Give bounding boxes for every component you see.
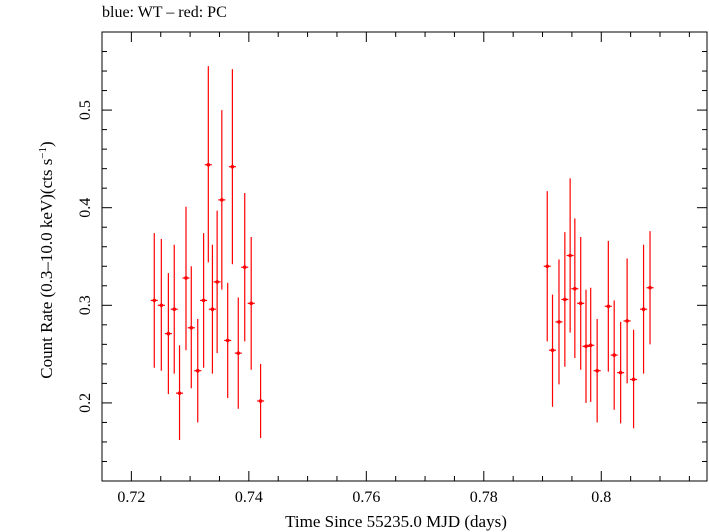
y-tick-label: 0.2 (77, 393, 94, 413)
plot-frame (101, 31, 708, 482)
point-marker (631, 377, 636, 382)
point-marker (578, 301, 583, 306)
x-tick-label: 0.78 (470, 489, 498, 506)
point-marker (557, 320, 561, 324)
y-axis-label-main: Count Rate (0.3–10.0 keV)(cts s (37, 159, 56, 379)
point-marker (172, 307, 177, 312)
point-marker (236, 351, 241, 355)
data-point (241, 193, 249, 342)
data-point (646, 231, 654, 345)
y-axis-label: Count Rate (0.3–10.0 keV)(cts s−1) (37, 141, 56, 378)
point-marker (220, 198, 224, 202)
data-point (157, 238, 165, 371)
point-marker (641, 307, 646, 312)
data-point (623, 258, 631, 384)
axis-tick-labels: 0.72 0.74 0.76 0.78 0.8 0.2 0.3 0.4 0.5 (77, 100, 611, 506)
data-point (150, 233, 158, 368)
data-point (617, 321, 625, 424)
data-point (543, 191, 551, 342)
data-point (566, 178, 574, 333)
point-marker (249, 301, 253, 306)
point-marker (550, 348, 555, 353)
data-point (234, 297, 242, 409)
x-tick-label: 0.8 (591, 489, 611, 506)
data-point (257, 363, 265, 439)
point-marker (225, 338, 230, 343)
point-marker (206, 162, 211, 167)
data-point (164, 273, 172, 395)
data-point (587, 287, 595, 402)
point-marker (588, 343, 593, 348)
point-marker (215, 280, 219, 284)
data-point (204, 66, 212, 263)
point-marker (612, 353, 616, 357)
data-point (213, 210, 221, 354)
data-point (555, 259, 563, 385)
point-marker (242, 265, 247, 270)
data-point (604, 240, 612, 372)
chart-title: blue: WT – red: PC (102, 4, 227, 21)
point-marker (210, 307, 215, 312)
data-point (187, 266, 195, 389)
data-point (640, 244, 648, 374)
point-marker (189, 325, 194, 330)
point-marker (152, 298, 157, 303)
x-tick-label: 0.76 (352, 489, 380, 506)
data-point (170, 244, 178, 374)
data-points (150, 66, 654, 441)
point-marker (595, 368, 599, 373)
data-point (200, 233, 208, 368)
data-point (577, 236, 585, 370)
point-marker (177, 391, 182, 395)
data-point (208, 244, 216, 374)
point-marker (573, 286, 577, 291)
data-point (571, 218, 579, 359)
point-marker (195, 368, 200, 373)
x-tick-label: 0.74 (235, 489, 263, 506)
x-axis-label: Time Since 55235.0 MJD (days) (285, 512, 507, 531)
point-marker (568, 253, 572, 258)
point-marker (159, 303, 164, 308)
x-tick-label: 0.72 (117, 489, 145, 506)
point-marker (201, 298, 206, 303)
data-point (218, 110, 226, 290)
data-point (561, 232, 569, 367)
data-point (610, 300, 618, 410)
point-marker (584, 344, 588, 349)
point-marker (184, 276, 188, 280)
point-marker (166, 331, 171, 336)
point-marker (230, 164, 235, 169)
data-point (247, 236, 255, 370)
y-axis-label-superscript: −1 (37, 147, 49, 159)
axis-ticks (101, 31, 707, 482)
point-marker (618, 370, 623, 375)
data-point (582, 289, 590, 403)
y-tick-label: 0.5 (77, 100, 94, 120)
point-marker (606, 304, 611, 309)
data-point (176, 345, 184, 441)
data-point (182, 206, 190, 351)
y-tick-label: 0.4 (77, 198, 94, 218)
y-axis-label-end: ) (37, 141, 56, 147)
point-marker (545, 264, 550, 269)
point-marker (625, 319, 629, 323)
data-point (194, 318, 202, 423)
y-tick-label: 0.3 (77, 295, 94, 315)
data-point (593, 318, 601, 423)
data-point (548, 294, 557, 407)
point-marker (258, 399, 263, 403)
point-marker (648, 285, 652, 290)
data-point (228, 69, 236, 265)
data-point (630, 329, 638, 429)
data-point (224, 282, 232, 399)
point-marker (563, 297, 567, 302)
